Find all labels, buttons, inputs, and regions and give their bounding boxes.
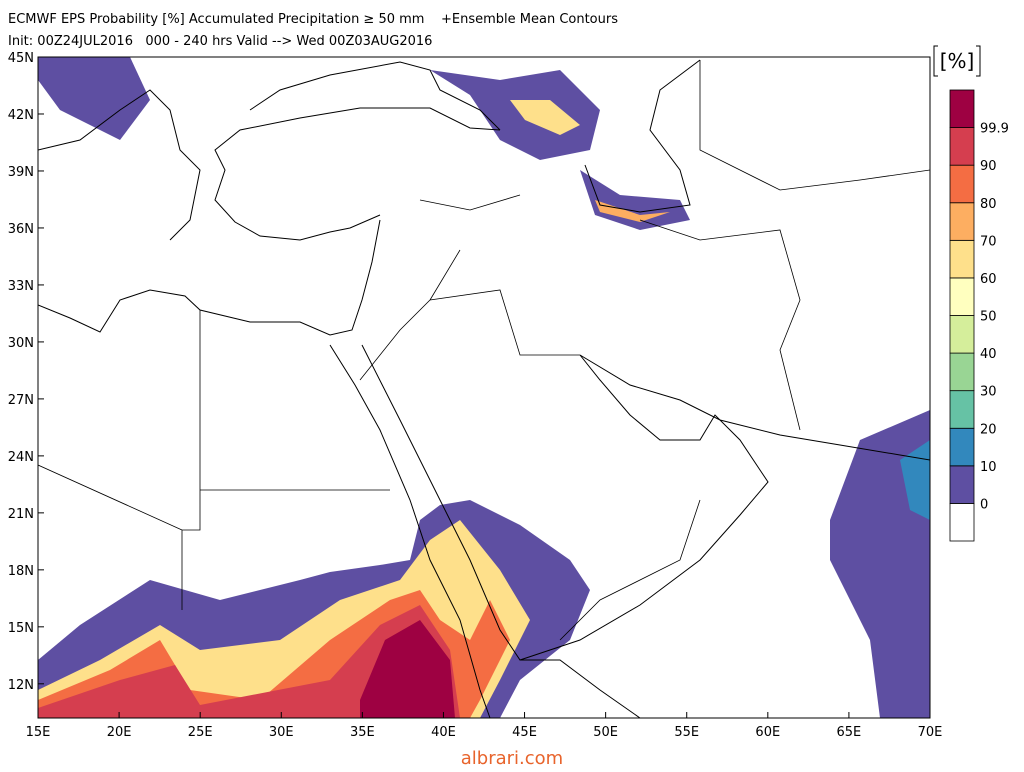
lat-tick-label: 18N (8, 564, 34, 579)
lon-tick-label: 15E (26, 725, 51, 740)
lat-tick-label: 33N (8, 279, 34, 294)
coastlines (38, 59, 930, 718)
colorbar-label: 90 (980, 159, 997, 174)
colorbar-label: 0 (980, 497, 988, 512)
colorbar-box (949, 164, 975, 204)
title: ECMWF EPS Probability [%] Accumulated Pr… (8, 12, 618, 27)
colorbar-box (949, 202, 975, 241)
lon-tick-label: 50E (593, 725, 618, 740)
lat-tick-label: 39N (8, 165, 34, 180)
colorbar-box (949, 89, 975, 128)
lon-tick-label: 45E (512, 725, 537, 740)
colorbar-box (949, 427, 975, 467)
lat-tick-label: 45N (8, 51, 34, 66)
lat-tick-label: 30N (8, 336, 34, 351)
lon-tick-label: 60E (755, 725, 780, 740)
lat-tick-label: 12N (8, 678, 34, 693)
colorbar-box (949, 465, 975, 504)
colorbar-box (949, 239, 975, 279)
colorbar-label: 20 (980, 422, 997, 437)
precip-field (38, 57, 930, 718)
colorbar-label: 30 (980, 385, 997, 400)
lat-tick-label: 21N (8, 507, 34, 522)
lat-tick-label: 27N (8, 393, 34, 408)
colorbar-label: 80 (980, 197, 997, 212)
lon-tick-label: 65E (837, 725, 862, 740)
lon-tick-label: 30E (269, 725, 294, 740)
colorbar-box (949, 390, 975, 429)
lon-tick-label: 40E (431, 725, 456, 740)
colorbar-label: 10 (980, 460, 997, 475)
subtitle: Init: 00Z24JUL2016 000 - 240 hrs Valid -… (8, 34, 432, 49)
colorbar-label: 70 (980, 234, 997, 249)
lat-tick-label: 36N (8, 222, 34, 237)
lon-tick-label: 35E (350, 725, 375, 740)
colorbar-label: 99.9 (980, 122, 1009, 137)
watermark: albrari.com (461, 748, 563, 768)
colorbar-label: 50 (980, 310, 997, 325)
lat-tick-label: 42N (8, 108, 34, 123)
colorbar-box (949, 315, 975, 354)
borders (38, 60, 930, 641)
map-area (38, 57, 930, 718)
lon-tick-label: 55E (674, 725, 699, 740)
colorbar-label: 60 (980, 272, 997, 287)
colorbar-label: 40 (980, 347, 997, 362)
lat-tick-label: 24N (8, 450, 34, 465)
colorbar-box (949, 127, 975, 166)
lon-tick-label: 20E (107, 725, 132, 740)
lon-tick-label: 25E (188, 725, 213, 740)
colorbar-box (949, 352, 975, 392)
map-frame (37, 56, 931, 719)
colorbar-box (949, 503, 975, 542)
lon-tick-label: 70E (918, 725, 943, 740)
unit-bracket (933, 45, 981, 77)
colorbar-box (949, 277, 975, 316)
colorbar-unit: [%] (940, 49, 975, 73)
lat-tick-label: 15N (8, 621, 34, 636)
